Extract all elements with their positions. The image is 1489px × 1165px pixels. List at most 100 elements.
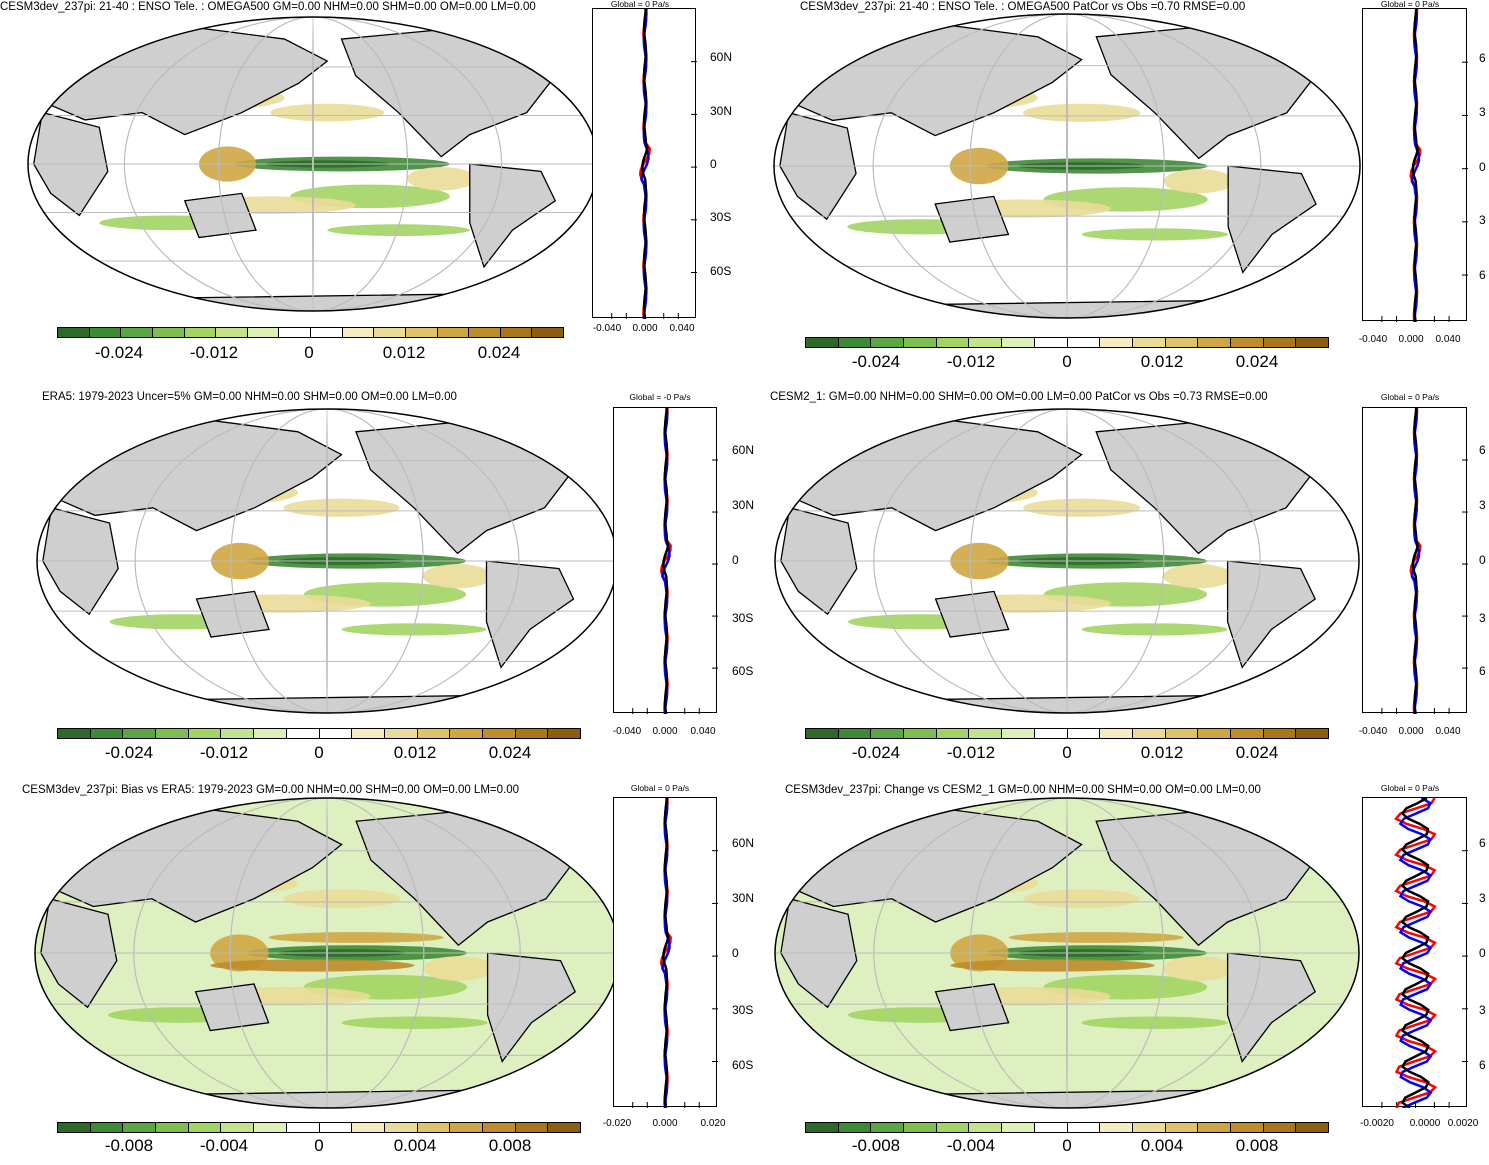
colorbar-swatch: [1198, 338, 1231, 347]
land-south-america: [1227, 165, 1317, 274]
colorbar-label: 0.012: [382, 343, 426, 362]
x-tick-label: -0.020: [602, 1118, 632, 1129]
x-tick-label: 0.000: [1398, 726, 1424, 737]
mean-line: [1411, 8, 1420, 323]
land-south-america: [485, 560, 575, 669]
land-south-america: [1226, 560, 1317, 669]
world-map: [34, 797, 620, 1109]
colorbar-swatch: [417, 1123, 451, 1132]
x-tick-label: -0.0020: [1360, 1118, 1394, 1129]
colorbar-label: 0.004: [393, 1136, 437, 1155]
lat-label: 6: [1479, 443, 1486, 457]
colorbar-label: -0.008: [851, 1136, 901, 1155]
colorbar-swatch: [1034, 1123, 1068, 1132]
colorbar-swatch: [838, 338, 872, 347]
land-australia: [183, 192, 257, 239]
land-australia: [194, 983, 270, 1032]
world-map: [27, 16, 599, 312]
lat-label: 3: [1479, 891, 1486, 905]
colorbar-swatch: [286, 729, 320, 738]
longitude-gridline: [872, 14, 1262, 318]
colorbar-swatch: [384, 729, 418, 738]
lat-label: 3: [1479, 611, 1486, 625]
world-map: [773, 13, 1361, 319]
colorbar-swatch: [1100, 729, 1133, 738]
x-tick-label: 0.000: [652, 1118, 678, 1129]
colorbar-swatch: [1002, 338, 1035, 347]
colorbar-swatch: [58, 1123, 91, 1132]
x-tick-label: 0.020: [700, 1118, 726, 1129]
panel-title: ERA5: 1979-2023 Uncer=5% GM=0.00 NHM=0.0…: [42, 391, 457, 403]
colorbar-swatch: [152, 328, 185, 337]
lat-label: 60N: [732, 443, 755, 457]
longitude-gridline: [133, 798, 521, 1108]
mean-line: [662, 797, 670, 1109]
anomaly-region: [407, 166, 476, 191]
x-tick-label: 0.040: [1435, 334, 1461, 345]
colorbar-swatch: [482, 729, 516, 738]
colorbar-swatch: [254, 729, 287, 738]
colorbar-label: -0.012: [199, 743, 249, 762]
colorbar-swatch: [188, 729, 222, 738]
longitude-gridline: [1066, 14, 1068, 318]
zonal-mean-title: Global = 0 Pa/s: [1380, 0, 1440, 9]
colorbar-swatch: [123, 729, 157, 738]
colorbar-swatch: [1100, 1123, 1133, 1132]
lat-label: 6: [1479, 836, 1486, 850]
colorbar-swatch: [1002, 729, 1035, 738]
colorbar-label: 0: [314, 743, 324, 762]
colorbar-swatch: [838, 1123, 872, 1132]
anomaly-region: [1163, 169, 1235, 194]
colorbar-swatch: [871, 1123, 905, 1132]
longitude-gridline: [969, 14, 1165, 318]
colorbar-swatch: [482, 1123, 516, 1132]
obs-line: [1393, 797, 1438, 1109]
colorbar-label: -0.024: [94, 343, 144, 362]
colorbar-swatch: [515, 729, 549, 738]
colorbar-swatch: [515, 1123, 549, 1132]
colorbar-swatch: [58, 729, 91, 738]
colorbar-swatch: [936, 729, 970, 738]
panel-title: CESM2_1: GM=0.00 NHM=0.00 SHM=0.00 OM=0.…: [770, 391, 1268, 403]
colorbar-label: 0.012: [1140, 352, 1184, 371]
colorbar-swatch: [806, 1123, 839, 1132]
x-tick-label: 0.0020: [1447, 1118, 1479, 1129]
longitude-gridline: [873, 798, 1261, 1108]
colorbar-swatch: [384, 1123, 418, 1132]
panel-bias-vs-era5: CESM3dev_237pi: Bias vs ERA5: 1979-2023 …: [0, 780, 754, 1165]
anomaly-region: [950, 959, 1155, 972]
colorbar-swatch: [1230, 729, 1264, 738]
lat-label: 0: [1479, 553, 1486, 567]
colorbar-label: 0.008: [488, 1136, 532, 1155]
zonal-mean-lines: [632, 797, 718, 1109]
colorbar: [57, 728, 581, 739]
lat-label: 30N: [732, 498, 755, 512]
colorbar-swatch: [548, 1123, 580, 1132]
map-border: [773, 13, 1361, 319]
colorbar-swatch: [1132, 338, 1166, 347]
colorbar-swatch: [58, 328, 90, 337]
lat-label: 6: [1479, 664, 1486, 678]
colorbar: [805, 1122, 1329, 1133]
lat-label: 0: [732, 946, 739, 960]
longitude-gridline: [969, 409, 1165, 713]
anomaly-region: [341, 623, 487, 636]
zonal-mean-title: Global = 0 Pa/s: [630, 783, 690, 793]
land-antarctica: [833, 694, 1274, 713]
lat-label: 30S: [710, 210, 732, 224]
colorbar-label: 0.024: [1235, 352, 1279, 371]
longitude-gridline: [1066, 798, 1068, 1108]
zonal-mean-title: Global = 0 Pa/s: [1380, 392, 1440, 402]
colorbar-swatch: [1198, 729, 1231, 738]
land-australia: [934, 983, 1010, 1032]
colorbar-swatch: [89, 328, 122, 337]
lat-label: 60N: [732, 836, 755, 850]
anomaly-region: [1081, 623, 1228, 636]
x-tick-label: 0.000: [632, 323, 658, 334]
longitude-gridline: [969, 798, 1165, 1108]
mean-line: [1411, 407, 1420, 715]
x-tick-label: -0.040: [1358, 334, 1388, 345]
colorbar-swatch: [1263, 1123, 1297, 1132]
colorbar-swatch: [319, 1123, 353, 1132]
anomaly-region: [1081, 1016, 1228, 1029]
